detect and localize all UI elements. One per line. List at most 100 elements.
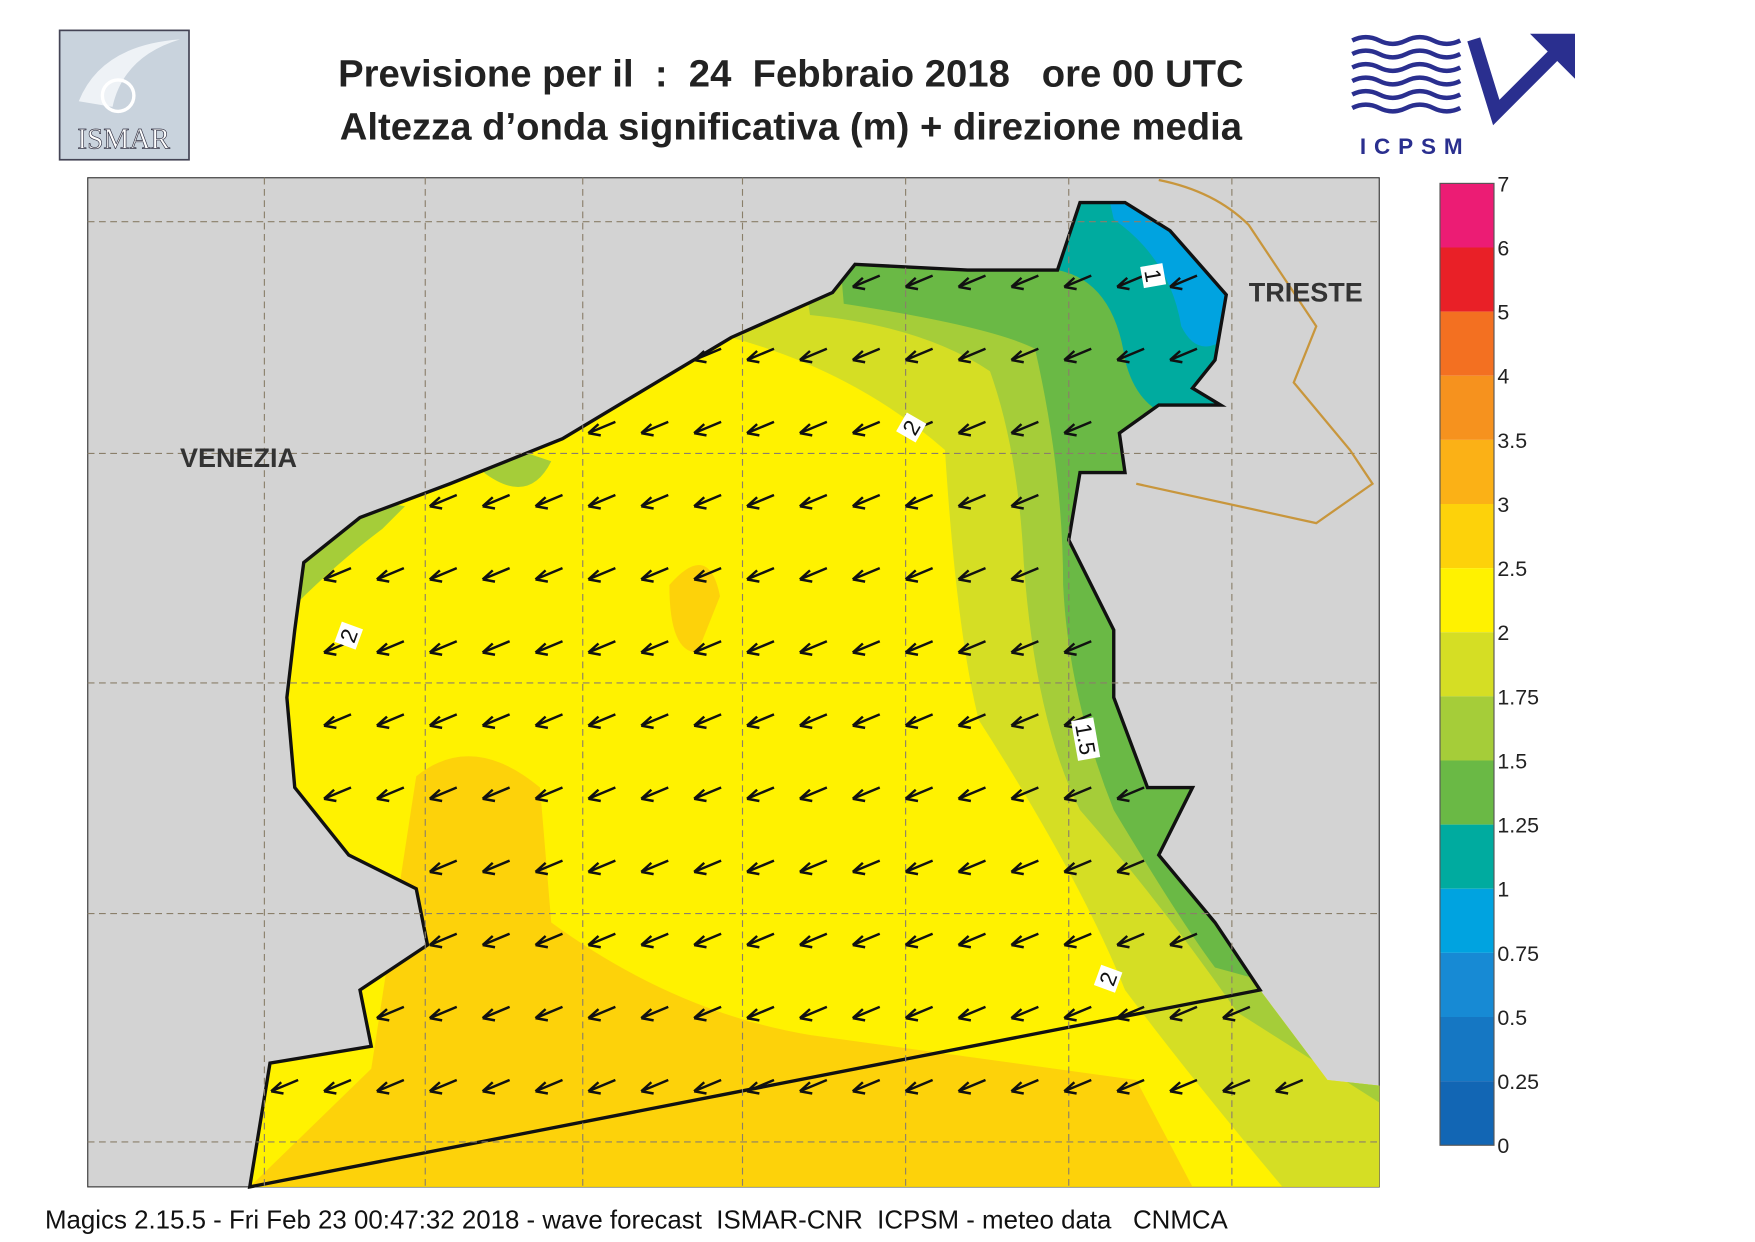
border [1136, 178, 1375, 525]
arrow [957, 420, 986, 437]
arrow [799, 640, 828, 656]
arrow [746, 713, 775, 730]
arrow [481, 1005, 511, 1022]
arrow [1010, 932, 1039, 949]
legend: 7 6 5 4 3.5 3 2.5 2 1.75 1.5 1.25 1 0.75 0.5 0.25 0 [1439, 172, 1539, 1158]
arrow [904, 640, 934, 656]
arrow [428, 786, 458, 803]
arrow [323, 713, 352, 730]
arrow [851, 274, 881, 291]
arrow [1010, 1078, 1039, 1095]
arrow [640, 1078, 669, 1095]
arrow [376, 713, 405, 730]
arrow [640, 420, 669, 437]
arrow [1116, 274, 1145, 291]
legend-tick-label: 5 [1497, 301, 1509, 325]
arrow [693, 640, 722, 656]
arrow [1169, 932, 1198, 949]
arrow [799, 420, 828, 437]
arrow [587, 1078, 616, 1095]
contour-label: 2 [896, 412, 927, 443]
arrow [1010, 566, 1039, 583]
arrow [957, 1078, 986, 1095]
arrow [1063, 1005, 1092, 1022]
arrow [851, 786, 881, 803]
arrow [323, 566, 352, 583]
arrow [693, 420, 722, 437]
arrow [640, 566, 669, 583]
arrow [799, 713, 828, 730]
arrow [957, 493, 986, 510]
legend-band [1440, 952, 1494, 1017]
arrow [904, 1005, 934, 1022]
arrow [534, 932, 563, 949]
arrow [746, 859, 775, 876]
legend-frame [1439, 182, 1495, 1146]
arrow [640, 786, 669, 803]
arrow [428, 1078, 458, 1095]
legend-band [1440, 311, 1494, 376]
arrow [904, 786, 934, 803]
arrow [587, 713, 616, 730]
legend-tick-label: 1.5 [1497, 749, 1527, 773]
legend-band [1440, 1017, 1494, 1082]
arrow [1010, 859, 1039, 876]
arrow [1010, 274, 1039, 291]
legend-tick-label: 1.75 [1497, 685, 1539, 709]
arrow [323, 1078, 352, 1095]
arrow [481, 640, 511, 656]
arrow [376, 1005, 405, 1022]
arrow [799, 1078, 828, 1095]
subtitle: Altezza d’onda significativa (m) + direz… [340, 106, 1243, 149]
arrow [851, 932, 881, 949]
arrow [587, 786, 616, 803]
arrow [746, 493, 775, 510]
arrow [957, 347, 986, 364]
footer: Magics 2.15.5 - Fri Feb 23 00:47:32 2018… [45, 1207, 1229, 1235]
arrow [534, 713, 563, 730]
contour-label: 1.5 [1070, 717, 1100, 761]
arrow [957, 640, 986, 656]
arrow [534, 566, 563, 583]
arrow [534, 1005, 563, 1022]
arrow [851, 493, 881, 510]
arrow [1010, 786, 1039, 803]
arrow [428, 566, 458, 583]
arrow [799, 786, 828, 803]
contour-label-text: 1 [1139, 267, 1166, 284]
legend-tick-label: 4 [1497, 365, 1509, 389]
arrow [640, 932, 669, 949]
legend-tick-label: 2 [1497, 621, 1509, 645]
arrow [957, 859, 986, 876]
arrow [481, 1078, 511, 1095]
arrow [693, 932, 722, 949]
arrow [799, 932, 828, 949]
arrow [428, 713, 458, 730]
legend-tick-label: 0.25 [1497, 1070, 1539, 1094]
arrow [746, 786, 775, 803]
contour-label: 1 [1139, 263, 1166, 289]
contour-label-text: 1.5 [1070, 722, 1100, 757]
arrow [1063, 347, 1092, 364]
arrow [1274, 1078, 1304, 1095]
arrow [693, 713, 722, 730]
arrow [428, 932, 458, 949]
arrow [534, 1078, 563, 1095]
arrow [270, 1078, 299, 1095]
arrow [799, 1005, 828, 1022]
arrow [957, 274, 986, 291]
arrow [746, 932, 775, 949]
legend-tick-label: 0 [1497, 1134, 1509, 1158]
arrow [587, 566, 616, 583]
arrow [957, 566, 986, 583]
arrow [481, 932, 511, 949]
arrow [376, 786, 405, 803]
arrow [640, 859, 669, 876]
arrow [851, 420, 881, 437]
arrow [904, 493, 934, 510]
legend-band [1440, 439, 1494, 504]
icpsm-logo-text: ICPSM [1360, 134, 1471, 159]
arrow [587, 859, 616, 876]
arrow [799, 859, 828, 876]
arrow [1010, 713, 1039, 730]
